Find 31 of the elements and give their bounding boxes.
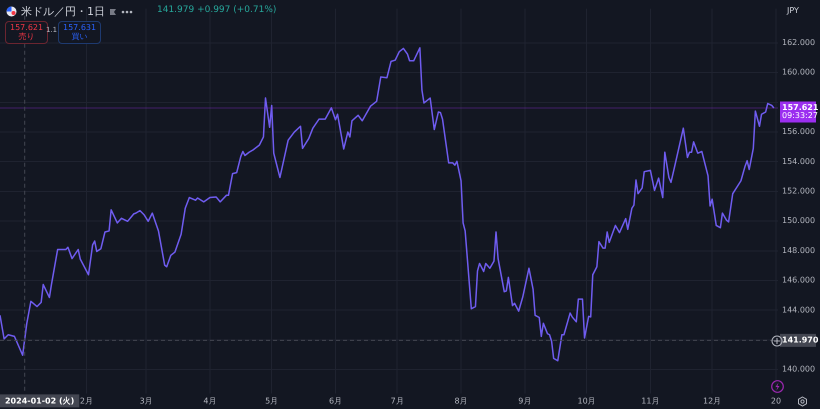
chart-title: 米ドル／円・1日 (21, 4, 105, 19)
y-tick-label: 152.000 (782, 186, 816, 196)
ref-line-label: 141.970 (782, 335, 819, 344)
x-tick-label: 5月 (265, 396, 278, 406)
y-tick-label: 148.000 (782, 246, 816, 255)
chart-subtitle: 141.979 +0.997 (+0.71%) (157, 5, 276, 15)
y-tick-label: 146.000 (782, 276, 816, 285)
x-tick-label: 12月 (703, 396, 722, 406)
y-tick-label: 144.000 (782, 305, 816, 314)
y-tick-label: 154.000 (782, 156, 816, 166)
ref-line-label: 2024-01-02 (火) (4, 396, 74, 406)
x-tick-label: 9月 (518, 396, 532, 406)
x-tick-label: 2月 (80, 396, 93, 406)
x-tick-label: 10月 (577, 396, 596, 406)
x-tick-label: 7月 (390, 396, 404, 406)
x-tick-label: 6月 (328, 396, 342, 406)
x-tick-label: 20 (770, 396, 782, 406)
y-tick-label: 156.000 (782, 127, 816, 136)
y-tick-label: 140.000 (782, 364, 816, 374)
annotation: 157.631 (63, 23, 96, 32)
x-tick-label: 3月 (140, 396, 153, 406)
annotation: 157.621 (10, 23, 44, 32)
x-tick-label: 11月 (641, 396, 660, 406)
annotation: 売り (18, 32, 36, 41)
y-tick-label: 160.000 (782, 68, 816, 77)
y-tick-label: 150.000 (782, 216, 816, 226)
x-tick-label: 4月 (203, 396, 216, 406)
y-tick-label: 162.000 (782, 38, 816, 48)
x-tick-label: 8月 (454, 396, 468, 406)
text: JPY (787, 6, 799, 15)
annotation: 買い (70, 32, 89, 41)
